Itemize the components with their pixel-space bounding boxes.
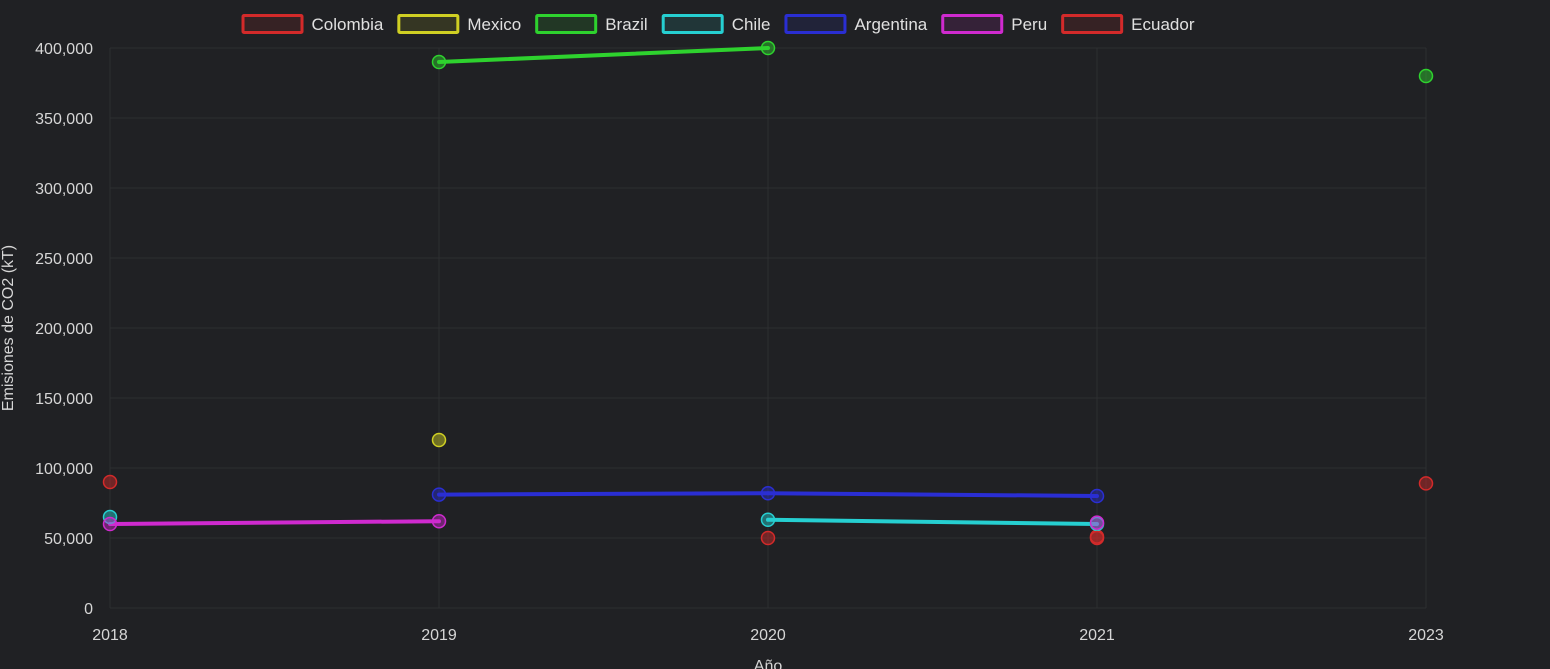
data-point-brazil[interactable] [1418, 68, 1434, 84]
y-tick-label: 400,000 [35, 41, 93, 58]
x-tick-label: 2018 [92, 627, 128, 644]
x-tick-label: 2019 [421, 627, 457, 644]
data-point-peru[interactable] [102, 516, 118, 532]
x-axis-title: Año [754, 658, 783, 669]
data-point-colombia[interactable] [760, 530, 776, 546]
y-tick-label: 250,000 [35, 251, 93, 268]
legend-label-chile: Chile [732, 15, 771, 34]
y-tick-label: 200,000 [35, 321, 93, 338]
y-tick-label: 300,000 [35, 181, 93, 198]
legend-swatch-argentina [784, 14, 847, 34]
grid [109, 47, 1427, 609]
data-point-ecuador[interactable] [1089, 530, 1105, 546]
legend-item-argentina[interactable]: Argentina [784, 14, 928, 34]
legend-swatch-chile [661, 14, 724, 34]
series-line-peru [108, 519, 441, 526]
data-point-brazil[interactable] [431, 54, 447, 70]
y-tick-label: 50,000 [44, 531, 93, 548]
series-line-argentina [437, 491, 770, 497]
x-tick-label: 2020 [750, 627, 786, 644]
data-point-ecuador[interactable] [102, 474, 118, 490]
legend-item-mexico[interactable]: Mexico [397, 14, 521, 34]
legend-swatch-brazil [535, 14, 598, 34]
series-line-brazil [437, 46, 770, 64]
data-point-argentina[interactable] [1089, 488, 1105, 504]
data-point-peru[interactable] [431, 513, 447, 529]
y-axis-title: Emisiones de CO2 (kT) [0, 245, 17, 411]
x-tick-label: 2023 [1408, 627, 1444, 644]
data-point-chile[interactable] [760, 512, 776, 528]
series-line-chile [766, 517, 1099, 526]
legend-label-brazil: Brazil [605, 15, 648, 34]
data-point-peru[interactable] [1089, 515, 1105, 530]
legend: Colombia Mexico Brazil Chile Argentina Peru Ec… [241, 14, 1195, 34]
series-points [102, 40, 1434, 546]
data-point-brazil[interactable] [760, 40, 776, 56]
legend-swatch-peru [941, 14, 1004, 34]
y-tick-label: 350,000 [35, 111, 93, 128]
legend-item-ecuador[interactable]: Ecuador [1061, 14, 1195, 34]
series-lines [108, 46, 1099, 526]
y-tick-label: 100,000 [35, 461, 93, 478]
y-axis: 0 50,000 100,000 150,000 200,000 250,000 300,0… [35, 41, 93, 618]
x-tick-label: 2021 [1079, 627, 1115, 644]
data-point-mexico[interactable] [431, 432, 447, 448]
legend-item-peru[interactable]: Peru [941, 14, 1047, 34]
legend-label-peru: Peru [1011, 15, 1047, 34]
y-tick-label: 0 [84, 601, 93, 618]
legend-label-ecuador: Ecuador [1131, 15, 1195, 34]
legend-swatch-colombia [241, 14, 304, 34]
legend-swatch-mexico [397, 14, 460, 34]
legend-swatch-ecuador [1061, 14, 1124, 34]
series-line-argentina [766, 491, 1099, 498]
y-tick-label: 150,000 [35, 391, 93, 408]
legend-item-colombia[interactable]: Colombia [241, 14, 384, 34]
data-point-ecuador[interactable] [1418, 476, 1434, 491]
legend-item-chile[interactable]: Chile [661, 14, 771, 34]
data-point-argentina[interactable] [760, 485, 776, 501]
data-point-argentina[interactable] [431, 487, 447, 502]
legend-label-colombia: Colombia [312, 15, 384, 34]
legend-label-argentina: Argentina [854, 15, 927, 34]
legend-item-brazil[interactable]: Brazil [535, 14, 648, 34]
legend-label-mexico: Mexico [467, 15, 521, 34]
x-axis: 2018 2019 2020 2021 2023 [92, 627, 1444, 644]
